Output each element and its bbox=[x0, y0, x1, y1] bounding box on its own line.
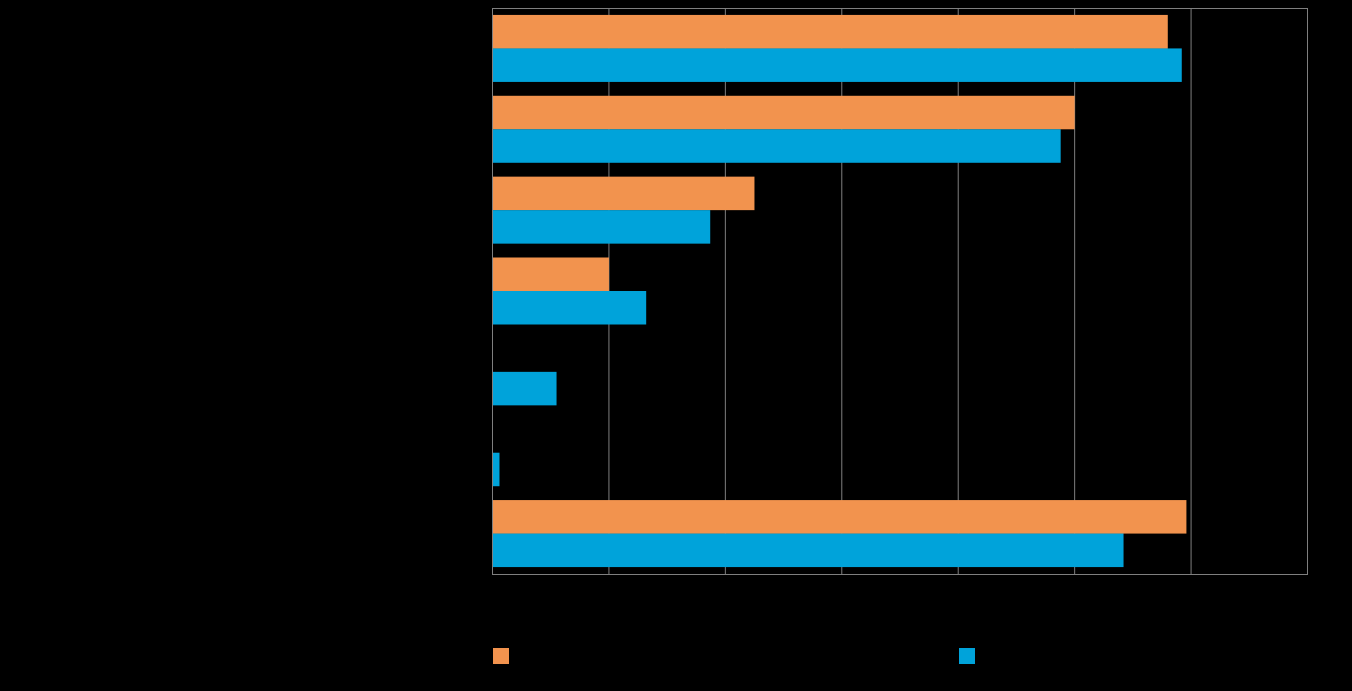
legend bbox=[493, 648, 975, 664]
bar-4-series-1 bbox=[492, 371, 557, 406]
bar-5-series-1 bbox=[492, 452, 500, 487]
bar-3-series-0 bbox=[492, 257, 609, 291]
bar-0-series-1 bbox=[492, 48, 1182, 82]
bar-3-series-1 bbox=[492, 291, 647, 325]
bar-1-series-1 bbox=[492, 129, 1061, 163]
bar-1-series-0 bbox=[492, 95, 1075, 130]
legend-swatch-1 bbox=[959, 648, 975, 664]
bar-0-series-0 bbox=[492, 14, 1168, 49]
bars bbox=[492, 14, 1187, 568]
bar-2-series-0 bbox=[492, 176, 755, 211]
legend-swatch-0 bbox=[493, 648, 509, 664]
bar-2-series-1 bbox=[492, 210, 711, 244]
bar-6-series-0 bbox=[492, 500, 1187, 534]
grid-lines bbox=[608, 8, 1192, 575]
plot-frame bbox=[492, 8, 1308, 575]
bar-6-series-1 bbox=[492, 533, 1124, 568]
